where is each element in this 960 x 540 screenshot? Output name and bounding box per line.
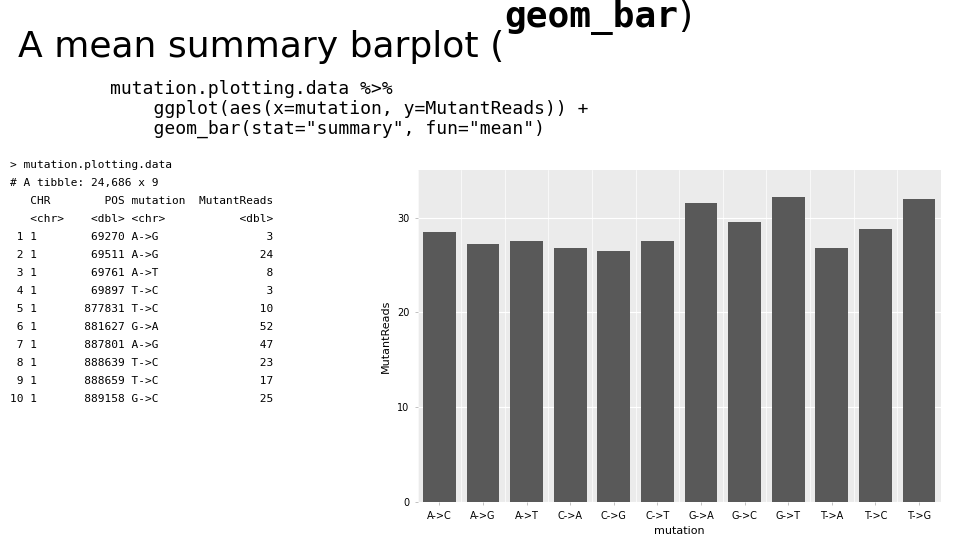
Text: 8 1       888639 T->C               23: 8 1 888639 T->C 23 xyxy=(10,358,274,368)
Text: A mean summary barplot (: A mean summary barplot ( xyxy=(18,30,504,64)
Bar xyxy=(902,199,935,502)
Text: # A tibble: 24,686 x 9: # A tibble: 24,686 x 9 xyxy=(10,178,158,188)
Text: mutation.plotting.data %>%: mutation.plotting.data %>% xyxy=(110,80,393,98)
Text: 2 1        69511 A->G               24: 2 1 69511 A->G 24 xyxy=(10,250,274,260)
Text: ggplot(aes(x=mutation, y=MutantReads)) +: ggplot(aes(x=mutation, y=MutantReads)) + xyxy=(110,100,588,118)
Text: 9 1       888659 T->C               17: 9 1 888659 T->C 17 xyxy=(10,376,274,386)
Text: 1 1        69270 A->G                3: 1 1 69270 A->G 3 xyxy=(10,232,274,242)
Bar xyxy=(597,251,630,502)
Y-axis label: MutantReads: MutantReads xyxy=(381,300,392,373)
Bar xyxy=(815,248,848,502)
Bar xyxy=(859,229,892,502)
Text: 6 1       881627 G->A               52: 6 1 881627 G->A 52 xyxy=(10,322,274,332)
Text: ): ) xyxy=(679,0,692,34)
Text: <chr>    <dbl> <chr>           <dbl>: <chr> <dbl> <chr> <dbl> xyxy=(10,214,274,224)
Text: CHR        POS mutation  MutantReads: CHR POS mutation MutantReads xyxy=(10,196,274,206)
Text: geom_bar: geom_bar xyxy=(504,0,679,35)
Bar xyxy=(423,232,456,502)
Bar xyxy=(772,197,804,502)
Bar xyxy=(641,241,674,502)
Text: > mutation.plotting.data: > mutation.plotting.data xyxy=(10,160,172,170)
Bar xyxy=(684,203,717,502)
Text: 4 1        69897 T->C                3: 4 1 69897 T->C 3 xyxy=(10,286,274,296)
Text: 7 1       887801 A->G               47: 7 1 887801 A->G 47 xyxy=(10,340,274,350)
Bar xyxy=(554,248,587,502)
Text: geom_bar(stat="summary", fun="mean"): geom_bar(stat="summary", fun="mean") xyxy=(110,120,545,138)
Text: 5 1       877831 T->C               10: 5 1 877831 T->C 10 xyxy=(10,304,274,314)
Bar xyxy=(511,241,543,502)
Bar xyxy=(467,244,499,502)
Text: 10 1       889158 G->C               25: 10 1 889158 G->C 25 xyxy=(10,394,274,404)
X-axis label: mutation: mutation xyxy=(654,526,705,536)
Bar xyxy=(729,222,761,502)
Text: 3 1        69761 A->T                8: 3 1 69761 A->T 8 xyxy=(10,268,274,278)
